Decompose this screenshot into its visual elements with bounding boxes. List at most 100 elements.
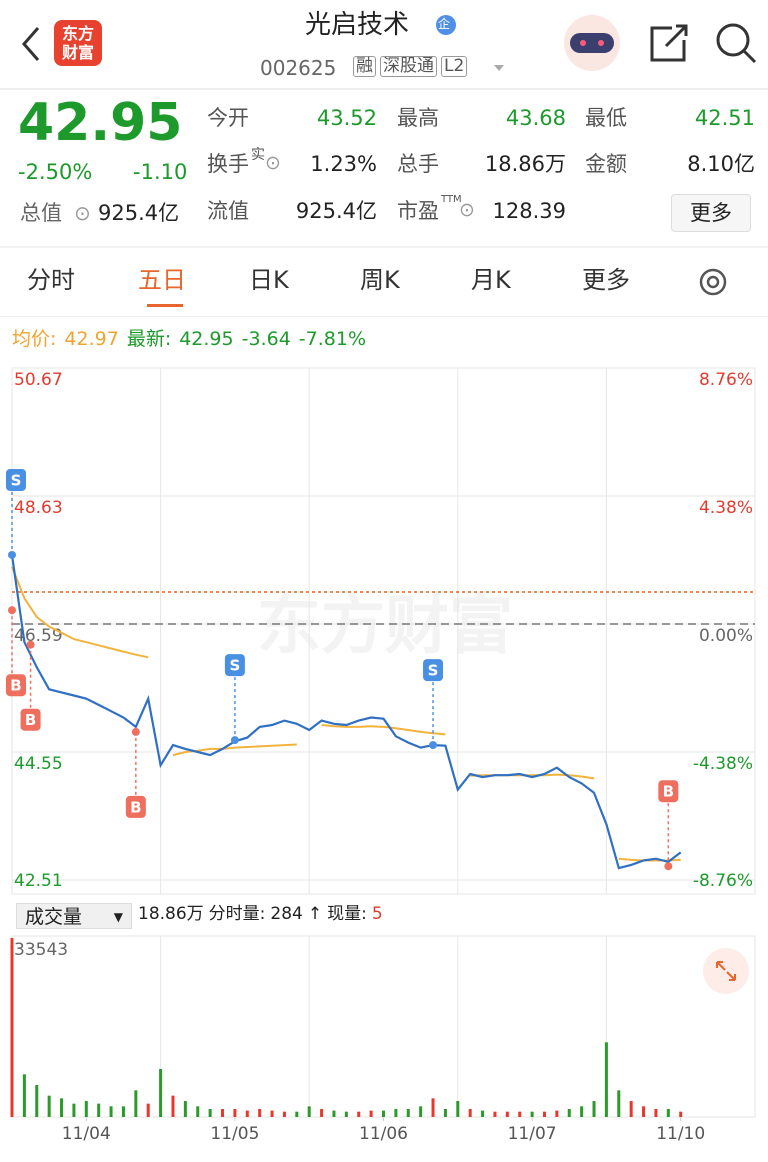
stat-label: 总值 — [20, 201, 62, 225]
divider — [0, 88, 768, 90]
settings-button[interactable] — [695, 264, 731, 300]
volume-bar — [295, 1111, 299, 1117]
tags: 融深股通 L2 — [353, 56, 468, 77]
info-icon[interactable]: ⊙ — [74, 201, 91, 225]
legend-latest: 42.95 — [179, 328, 234, 350]
volume-bar — [666, 1108, 670, 1117]
gear — [699, 268, 727, 296]
share-button[interactable] — [650, 24, 688, 62]
x-tick-label: 11/06 — [359, 1124, 408, 1144]
stat-label: 今开 — [207, 106, 249, 130]
volume-bar — [72, 1103, 76, 1117]
dropdown-arrow[interactable] — [494, 65, 504, 71]
x-tick-label: 11/04 — [62, 1124, 111, 1144]
marker-badge — [658, 780, 679, 803]
logo-text: 东方财富 — [61, 24, 94, 62]
logo[interactable] — [54, 20, 102, 66]
volume-bar — [171, 1095, 175, 1117]
marker-badge — [224, 654, 245, 677]
volume-bar — [629, 1100, 633, 1117]
avatar-eye — [580, 40, 586, 46]
tab-underline — [147, 304, 183, 307]
volume-frame — [11, 935, 756, 1118]
marker-label: S — [11, 471, 22, 489]
change-pct: -2.50% — [18, 160, 93, 184]
volume-selector[interactable]: 成交量 ▼ — [16, 903, 132, 929]
info-icon[interactable]: ⊙ — [265, 152, 281, 174]
volume-bar — [146, 1103, 150, 1117]
volume-now-label: 现量: — [327, 904, 367, 924]
watermark: 东方财富 — [257, 590, 513, 664]
stat-label: 总手 — [397, 152, 439, 176]
legend-latest-label: 最新: — [126, 328, 172, 350]
chart-legend: 均价: 42.97 最新: 42.95 -3.64 -7.81% — [12, 330, 366, 349]
x-tick-label: 11/10 — [656, 1124, 705, 1144]
stock-code: 002625 — [260, 56, 337, 80]
back-button[interactable] — [22, 27, 40, 61]
badge — [436, 15, 456, 35]
volume-bar — [431, 1098, 435, 1117]
tag: L2 — [441, 56, 468, 77]
volume-bar — [617, 1090, 621, 1117]
marker-dot — [664, 862, 673, 871]
header-icons — [22, 15, 757, 71]
price-line — [10, 554, 682, 870]
volume-bar — [344, 1111, 348, 1117]
volume-bar — [679, 1111, 683, 1117]
y-tick-label: 48.63 — [14, 498, 63, 518]
stat-label: 市盈 — [397, 199, 439, 223]
marker-badge — [20, 708, 41, 731]
search-button[interactable] — [716, 23, 750, 57]
volume-bar — [121, 1106, 125, 1117]
tab[interactable]: 五日 — [138, 266, 186, 294]
volume-arrow: ↑ — [307, 904, 323, 924]
marker-dot — [429, 741, 438, 750]
divider — [0, 316, 768, 317]
volume-bar — [592, 1100, 596, 1117]
expand-button[interactable] — [703, 948, 749, 994]
stat-value: 128.39 — [492, 199, 566, 223]
tab[interactable]: 分时 — [27, 266, 75, 294]
volume-bar — [208, 1108, 212, 1117]
volume-tick-label: 33543 — [14, 940, 68, 960]
volume-bar — [642, 1106, 646, 1117]
volume-bar — [530, 1111, 534, 1117]
volume-bar — [443, 1108, 447, 1117]
volume-bar — [307, 1106, 311, 1117]
tab[interactable]: 更多 — [582, 266, 630, 294]
stat-value: 925.4亿 — [295, 199, 377, 223]
stat-value: 43.68 — [505, 106, 566, 130]
x-tick-label: 11/07 — [508, 1124, 557, 1144]
marker-label: B — [130, 798, 141, 816]
volume-bar — [419, 1106, 423, 1117]
volume-info: 18.86万 分时量: 284 ↑ 现量: 5 — [138, 906, 383, 923]
volume-bar — [221, 1108, 225, 1117]
selector-arrow: ▼ — [113, 910, 123, 924]
tab[interactable]: 月K — [471, 266, 511, 294]
marker-badge — [423, 659, 444, 682]
tab[interactable]: 日K — [249, 266, 289, 294]
stat-value: 925.4亿 — [98, 201, 180, 225]
tab[interactable]: 周K — [360, 266, 400, 294]
volume-bar — [196, 1106, 200, 1117]
stat-label: 最低 — [585, 106, 627, 130]
volume-bar — [282, 1111, 286, 1117]
volume-bar — [10, 938, 14, 1117]
volume-bar — [481, 1110, 485, 1117]
more-button[interactable]: 更多 — [671, 194, 751, 232]
volume-bar — [258, 1108, 262, 1117]
stat-label: 金额 — [585, 152, 627, 176]
marker-label: S — [428, 662, 439, 680]
volume-bar — [233, 1108, 237, 1117]
divider — [0, 246, 768, 248]
volume-bar — [555, 1110, 559, 1117]
stat-value: 18.86万 — [484, 152, 566, 176]
tag: 融 — [353, 56, 376, 77]
volume-now: 5 — [371, 904, 383, 924]
marker-dot — [8, 606, 16, 615]
info-icon[interactable]: ⊙ — [459, 199, 475, 221]
volume-period-label: 分时量: — [208, 904, 266, 924]
volume-bar — [47, 1095, 51, 1117]
legend-change: -3.64 — [241, 328, 291, 350]
